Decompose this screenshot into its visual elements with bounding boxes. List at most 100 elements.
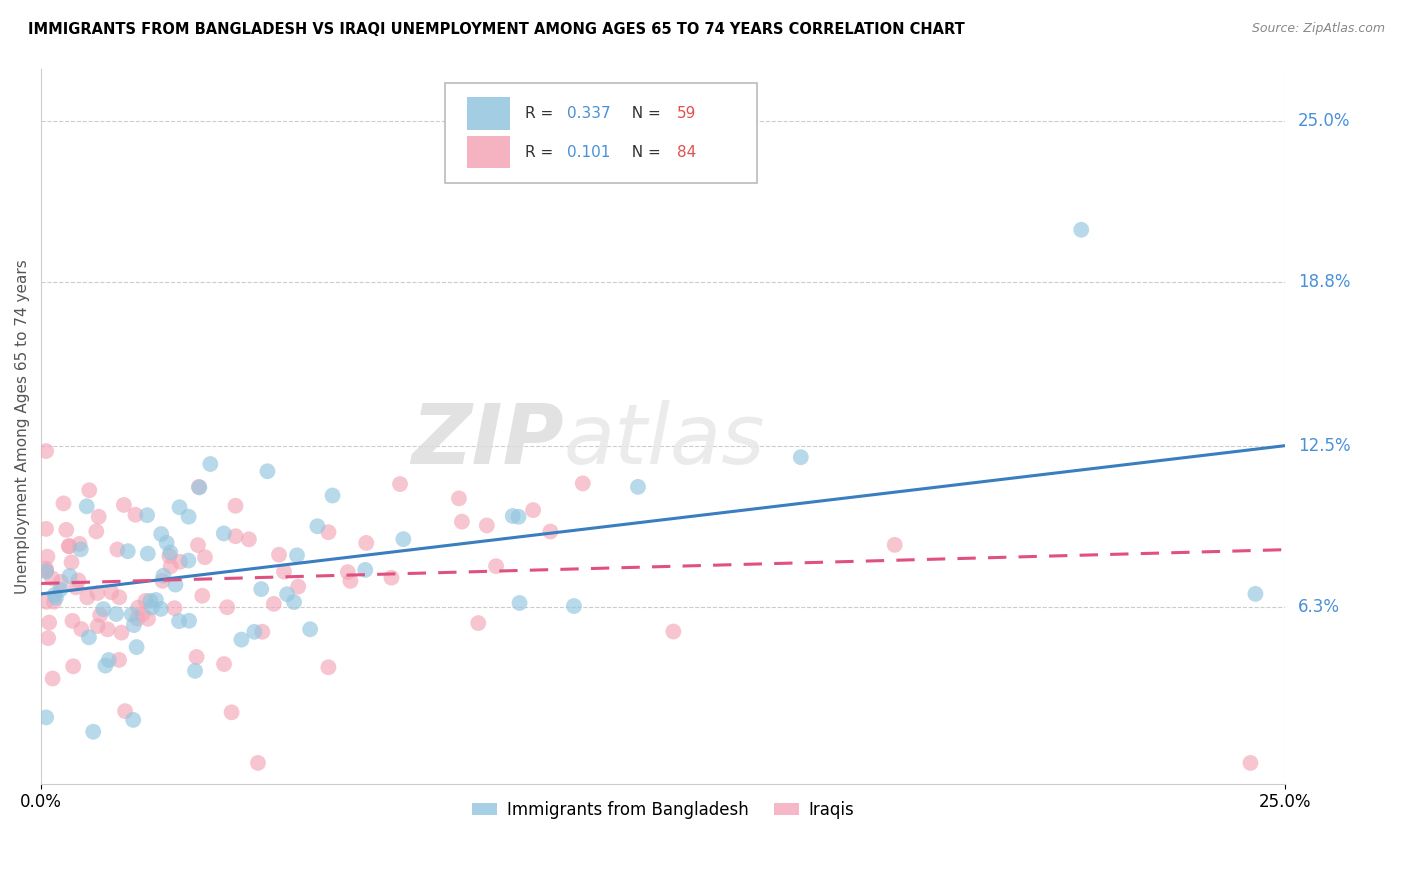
- Point: [76, 591, 98, 605]
- Point: [1070, 223, 1092, 237]
- Point: [187, 480, 209, 494]
- Point: [94, 658, 117, 673]
- Point: [79, 483, 101, 498]
- Point: [150, 527, 173, 541]
- Point: [167, 614, 190, 628]
- Point: [508, 509, 530, 524]
- Point: [152, 568, 174, 582]
- Point: [1239, 756, 1261, 770]
- Text: N =: N =: [621, 106, 666, 121]
- Point: [121, 607, 143, 622]
- Point: [91, 602, 114, 616]
- Point: [238, 533, 260, 547]
- Point: [212, 657, 235, 671]
- Point: [389, 477, 412, 491]
- Text: ZIP: ZIP: [411, 400, 564, 481]
- Point: [42, 595, 65, 609]
- Point: [49, 582, 72, 597]
- FancyBboxPatch shape: [446, 83, 756, 183]
- Point: [467, 616, 489, 631]
- Point: [246, 756, 269, 770]
- Text: N =: N =: [621, 145, 666, 160]
- Point: [65, 580, 87, 594]
- Point: [84, 524, 107, 539]
- Point: [159, 545, 181, 559]
- Point: [194, 550, 217, 565]
- FancyBboxPatch shape: [467, 136, 510, 169]
- Text: 84: 84: [676, 145, 696, 160]
- Point: [336, 565, 359, 579]
- Point: [35, 561, 58, 575]
- Point: [87, 509, 110, 524]
- Point: [285, 549, 308, 563]
- Text: R =: R =: [524, 145, 558, 160]
- Point: [145, 593, 167, 607]
- Point: [447, 491, 470, 506]
- Point: [76, 500, 98, 514]
- Point: [157, 549, 180, 563]
- Point: [169, 555, 191, 569]
- Point: [38, 615, 60, 630]
- Text: atlas: atlas: [564, 400, 765, 481]
- Point: [41, 672, 63, 686]
- Point: [35, 444, 58, 458]
- Point: [35, 522, 58, 536]
- Point: [156, 536, 179, 550]
- Point: [35, 595, 58, 609]
- Point: [307, 519, 329, 533]
- Point: [475, 518, 498, 533]
- Point: [502, 508, 524, 523]
- Text: R =: R =: [524, 106, 558, 121]
- Point: [169, 500, 191, 515]
- Point: [256, 464, 278, 478]
- Point: [250, 582, 273, 596]
- Point: [117, 544, 139, 558]
- Point: [108, 653, 131, 667]
- Point: [44, 588, 66, 602]
- Point: [273, 565, 295, 579]
- Point: [58, 539, 80, 553]
- Point: [267, 548, 290, 562]
- Point: [318, 525, 340, 540]
- Point: [485, 559, 508, 574]
- Point: [149, 602, 172, 616]
- Point: [55, 523, 77, 537]
- Point: [790, 450, 813, 465]
- Text: 6.3%: 6.3%: [1298, 598, 1340, 615]
- Text: Source: ZipAtlas.com: Source: ZipAtlas.com: [1251, 22, 1385, 36]
- Text: IMMIGRANTS FROM BANGLADESH VS IRAQI UNEMPLOYMENT AMONG AGES 65 TO 74 YEARS CORRE: IMMIGRANTS FROM BANGLADESH VS IRAQI UNEM…: [28, 22, 965, 37]
- Point: [60, 555, 83, 569]
- Point: [139, 594, 162, 608]
- Point: [141, 600, 163, 615]
- FancyBboxPatch shape: [467, 97, 510, 129]
- Point: [35, 710, 58, 724]
- Point: [89, 608, 111, 623]
- Point: [287, 580, 309, 594]
- Text: 12.5%: 12.5%: [1298, 436, 1350, 455]
- Point: [125, 640, 148, 654]
- Point: [321, 488, 343, 502]
- Point: [41, 571, 63, 585]
- Point: [124, 508, 146, 522]
- Point: [191, 589, 214, 603]
- Point: [339, 574, 361, 588]
- Text: 59: 59: [676, 106, 696, 121]
- Point: [283, 595, 305, 609]
- Point: [52, 496, 75, 510]
- Point: [62, 659, 84, 673]
- Point: [45, 591, 67, 605]
- Point: [136, 508, 159, 523]
- Point: [58, 569, 80, 583]
- Point: [221, 706, 243, 720]
- Point: [662, 624, 685, 639]
- Point: [231, 632, 253, 647]
- Point: [100, 585, 122, 599]
- Text: 18.8%: 18.8%: [1298, 273, 1350, 291]
- Point: [212, 526, 235, 541]
- Point: [177, 509, 200, 524]
- Point: [562, 599, 585, 613]
- Point: [105, 607, 128, 621]
- Point: [165, 577, 187, 591]
- Point: [122, 713, 145, 727]
- Point: [127, 600, 149, 615]
